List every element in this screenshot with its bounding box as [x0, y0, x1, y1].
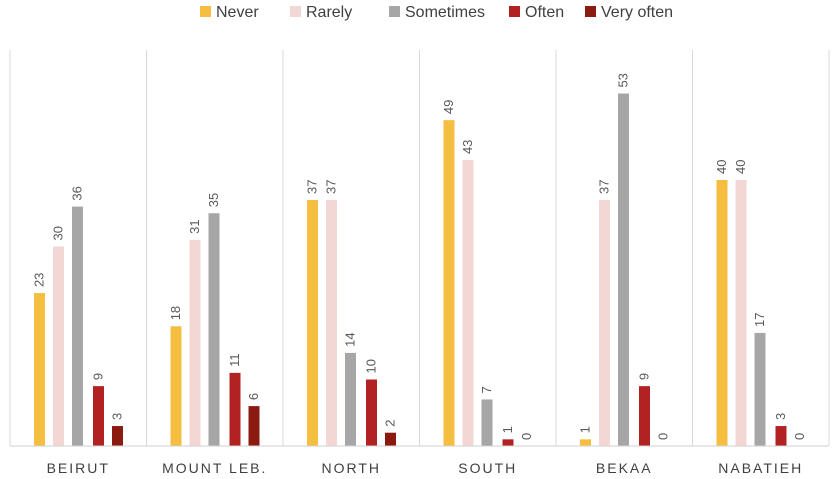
bar-mount-leb-very-often [248, 406, 260, 446]
bar-north-often [366, 379, 377, 446]
legend: Never Rarely Sometimes Often Very often [200, 4, 673, 21]
legend-label-often: Often [525, 4, 564, 21]
x-tick-label-bekaa: BEKAA [596, 460, 653, 476]
bar-beirut-very-often [112, 426, 123, 446]
legend-swatch-sometimes [389, 6, 400, 17]
data-label-beirut-rarely: 30 [51, 226, 66, 240]
bar-north-never [307, 199, 318, 446]
bar-mount-leb-rarely [189, 239, 201, 446]
bar-nabatieh-never [716, 180, 728, 446]
bar-south-never [443, 120, 455, 447]
bar-south-rarely [462, 160, 474, 447]
data-label-north-never: 37 [305, 179, 320, 193]
bar-mount-leb-sometimes [208, 213, 220, 446]
legend-label-very-often: Very often [601, 4, 673, 21]
data-label-nabatieh-never: 40 [714, 160, 729, 174]
data-label-nabatieh-sometimes: 17 [752, 312, 767, 326]
bar-north-very-often [385, 432, 396, 446]
data-label-mount-leb-very-often: 6 [246, 393, 261, 400]
bar-north-rarely [326, 199, 337, 446]
data-label-nabatieh-very-often: 0 [792, 433, 807, 440]
legend-swatch-never [200, 6, 211, 17]
data-label-bekaa-very-often: 0 [656, 433, 671, 440]
bar-mount-leb-often [229, 372, 241, 446]
data-label-north-very-often: 2 [383, 419, 398, 426]
bar-nabatieh-sometimes [754, 332, 766, 446]
legend-swatch-often [509, 6, 520, 17]
legend-swatch-rarely [290, 6, 301, 17]
bar-bekaa-sometimes [618, 93, 629, 447]
data-label-south-sometimes: 7 [479, 386, 494, 393]
bar-beirut-often [93, 386, 104, 446]
legend-swatch-very-often [585, 6, 596, 17]
data-label-mount-leb-often: 11 [227, 353, 242, 367]
x-tick-label-south: SOUTH [458, 460, 517, 476]
data-label-bekaa-sometimes: 53 [616, 73, 631, 87]
data-label-south-never: 49 [441, 100, 456, 114]
data-label-nabatieh-rarely: 40 [733, 160, 748, 174]
data-label-beirut-often: 9 [91, 373, 106, 380]
x-tick-label-mount-leb: MOUNT LEB. [162, 460, 267, 476]
bar-bekaa-never [580, 439, 591, 446]
data-label-bekaa-never: 1 [578, 426, 593, 433]
data-label-beirut-very-often: 3 [110, 413, 125, 420]
x-tick-label-nabatieh: NABATIEH [718, 460, 803, 476]
data-label-south-rarely: 43 [460, 140, 475, 154]
data-label-beirut-sometimes: 36 [70, 186, 85, 200]
bar-bekaa-rarely [599, 199, 610, 446]
bar-beirut-sometimes [72, 206, 83, 446]
legend-label-sometimes: Sometimes [405, 4, 485, 21]
legend-label-rarely: Rarely [306, 4, 352, 21]
bar-beirut-never [34, 293, 45, 446]
data-label-north-rarely: 37 [324, 179, 339, 193]
category-separators [9, 50, 830, 446]
bar-beirut-rarely [53, 246, 64, 446]
bar-mount-leb-never [170, 326, 182, 446]
x-tick-label-north: NORTH [321, 460, 381, 476]
bar-north-sometimes [345, 352, 356, 446]
bar-nabatieh-rarely [735, 180, 747, 446]
data-label-north-often: 10 [364, 359, 379, 373]
bar-south-often [502, 439, 514, 446]
data-label-nabatieh-often: 3 [773, 413, 788, 420]
data-label-beirut-never: 23 [32, 273, 47, 287]
bar-bekaa-often [639, 386, 650, 446]
data-label-bekaa-often: 9 [637, 373, 652, 380]
x-axis-tick-labels: BEIRUT MOUNT LEB. NORTH SOUTH BEKAA NABATIEH [47, 460, 803, 476]
bar-south-sometimes [481, 399, 493, 446]
data-label-south-often: 1 [500, 426, 515, 433]
data-label-south-very-often: 0 [519, 433, 534, 440]
data-label-north-sometimes: 14 [343, 332, 358, 346]
data-label-mount-leb-sometimes: 35 [206, 193, 221, 207]
bars [34, 93, 787, 447]
legend-label-never: Never [216, 4, 259, 21]
data-label-mount-leb-rarely: 31 [187, 219, 202, 233]
data-label-mount-leb-never: 18 [168, 306, 183, 320]
data-label-bekaa-rarely: 37 [597, 179, 612, 193]
bar-nabatieh-often [775, 426, 787, 446]
x-tick-label-beirut: BEIRUT [47, 460, 110, 476]
